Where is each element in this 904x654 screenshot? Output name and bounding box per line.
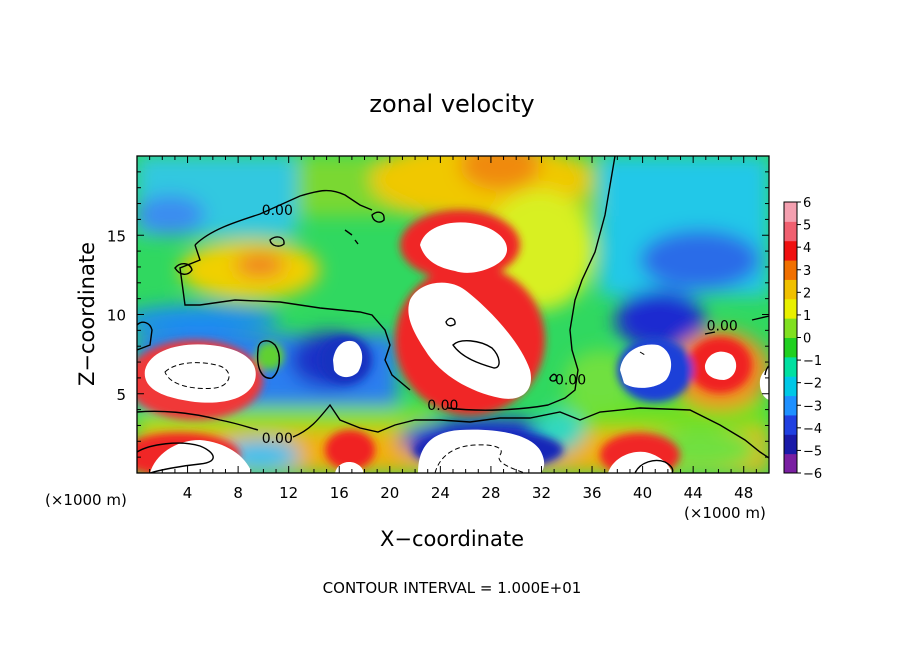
saturated-region — [704, 351, 737, 380]
x-tick-label: 16 — [330, 484, 349, 502]
saturated-region — [150, 440, 252, 473]
contour-line — [179, 244, 411, 391]
contour-line — [634, 459, 674, 473]
z-multiplier-label: (×1000 m) — [45, 491, 127, 509]
colorbar-tick-label: 6 — [803, 196, 811, 211]
contour-label: 0.00 — [707, 319, 738, 335]
contour-label: 0.00 — [262, 431, 293, 447]
saturated-regions — [144, 222, 769, 473]
colorbar-swatch — [784, 434, 797, 455]
colorbar-swatch — [784, 337, 797, 358]
x-tick-label: 36 — [582, 484, 601, 502]
contour-line — [549, 373, 558, 382]
x-axis: 4 8 12 16 20 24 28 32 36 40 44 48 — [149, 156, 757, 502]
zero-contours — [137, 156, 769, 473]
saturated-region — [144, 344, 256, 403]
dashed-contour-line — [434, 444, 526, 473]
contour-label: 0.00 — [262, 203, 293, 219]
x-tick-label: 48 — [734, 484, 753, 502]
y-axis: 5 10 15 — [107, 171, 769, 458]
colorbar-swatch — [784, 260, 797, 280]
contour-line — [445, 317, 456, 327]
y-axis-label: Z−coordinate — [75, 242, 99, 386]
dashed-contour-line — [639, 351, 646, 356]
x-tick-label: 32 — [532, 484, 551, 502]
contour-line — [292, 403, 769, 459]
colorbar-tick-label: 5 — [803, 219, 811, 234]
contour-line — [704, 315, 769, 335]
x-tick-label: 44 — [684, 484, 703, 502]
saturated-region — [333, 340, 363, 378]
dashed-contour-line — [164, 362, 230, 389]
saturated-region — [335, 462, 364, 473]
colorbar-tick-label: 2 — [803, 286, 811, 301]
contour-line — [269, 236, 285, 247]
colorbar-tick-label: −6 — [803, 467, 822, 482]
colorbar-swatch — [784, 298, 797, 319]
contour-line — [174, 263, 193, 275]
colorbar-tick-label: −2 — [803, 377, 822, 392]
contour-line — [371, 211, 385, 223]
saturated-region — [620, 344, 672, 388]
x-axis-label: X−coordinate — [380, 527, 524, 551]
colorbar-swatch — [784, 453, 797, 474]
colorbar-tick-label: −1 — [803, 354, 822, 369]
colorbar-swatch — [784, 414, 797, 435]
x-tick-label: 24 — [431, 484, 450, 502]
contour-line — [447, 156, 616, 411]
colorbar-swatch — [784, 202, 797, 222]
chart-title: zonal velocity — [369, 90, 534, 118]
x-tick-label: 8 — [233, 484, 243, 502]
colorbar-swatch — [784, 221, 797, 242]
contour-line — [137, 442, 214, 473]
y-tick-label: 15 — [107, 227, 126, 245]
contour-line — [137, 410, 259, 431]
x-tick-label: 40 — [633, 484, 652, 502]
colorbar-tick-label: −5 — [803, 444, 822, 459]
x-multiplier-label: (×1000 m) — [684, 504, 766, 522]
saturated-region — [420, 222, 508, 273]
saturated-region — [418, 429, 545, 473]
saturated-region — [608, 451, 672, 473]
colorbar-tick-label: 3 — [803, 264, 811, 279]
colorbar-tick-label: 1 — [803, 309, 811, 324]
y-tick-label: 5 — [116, 386, 126, 404]
negative-contours — [164, 351, 646, 473]
colorbar-swatch — [784, 356, 797, 377]
colorbar-swatch — [784, 318, 797, 338]
x-tick-label: 12 — [279, 484, 298, 502]
x-tick-label: 28 — [481, 484, 500, 502]
y-tick-label: 10 — [107, 307, 126, 325]
contour-line — [256, 340, 280, 379]
saturated-region — [759, 368, 769, 400]
colorbar: 6 5 4 3 2 1 0 −1 −2 −3 −4 −5 −6 — [783, 196, 822, 482]
contour-label: 0.00 — [427, 398, 458, 414]
colorbar-swatch — [784, 240, 797, 261]
contour-interval-note: CONTOUR INTERVAL = 1.000E+01 — [323, 579, 582, 597]
x-tick-label: 4 — [183, 484, 193, 502]
contour-label: 0.00 — [555, 372, 586, 388]
colorbar-tick-label: 4 — [803, 241, 811, 256]
colorbar-swatch — [784, 279, 797, 300]
contour-line — [137, 321, 153, 351]
colorbar-swatch — [784, 395, 797, 416]
colorbar-tick-label: −3 — [803, 399, 822, 414]
colorbar-tick-label: −4 — [803, 422, 822, 437]
contour-line — [194, 189, 373, 246]
colorbar-tick-label: 0 — [803, 332, 811, 347]
contour-line — [344, 229, 359, 245]
x-tick-label: 20 — [380, 484, 399, 502]
contour-line — [452, 340, 500, 369]
contour-labels: 0.00 0.00 0.00 0.00 0.00 — [262, 203, 738, 447]
colorbar-swatch — [784, 376, 797, 397]
